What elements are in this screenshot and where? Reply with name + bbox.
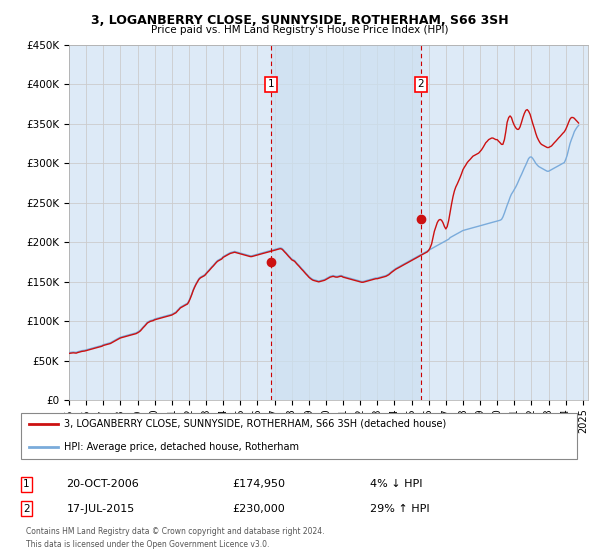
- Text: 1: 1: [268, 80, 274, 89]
- FancyBboxPatch shape: [21, 413, 577, 459]
- Text: 17-JUL-2015: 17-JUL-2015: [67, 503, 135, 514]
- Text: £230,000: £230,000: [233, 503, 286, 514]
- Bar: [271, 45, 421, 400]
- Text: 3, LOGANBERRY CLOSE, SUNNYSIDE, ROTHERHAM, S66 3SH: 3, LOGANBERRY CLOSE, SUNNYSIDE, ROTHERHA…: [91, 14, 509, 27]
- Text: Price paid vs. HM Land Registry's House Price Index (HPI): Price paid vs. HM Land Registry's House …: [151, 25, 449, 35]
- Text: 2: 2: [23, 503, 30, 514]
- Text: 20-OCT-2006: 20-OCT-2006: [67, 479, 139, 489]
- Text: 3, LOGANBERRY CLOSE, SUNNYSIDE, ROTHERHAM, S66 3SH (detached house): 3, LOGANBERRY CLOSE, SUNNYSIDE, ROTHERHA…: [64, 419, 446, 429]
- Text: Contains HM Land Registry data © Crown copyright and database right 2024.
This d: Contains HM Land Registry data © Crown c…: [26, 527, 325, 549]
- Text: 29% ↑ HPI: 29% ↑ HPI: [370, 503, 430, 514]
- Text: 4% ↓ HPI: 4% ↓ HPI: [370, 479, 423, 489]
- Text: £174,950: £174,950: [233, 479, 286, 489]
- Text: 1: 1: [23, 479, 30, 489]
- Text: HPI: Average price, detached house, Rotherham: HPI: Average price, detached house, Roth…: [64, 442, 299, 452]
- Text: 2: 2: [418, 80, 424, 89]
